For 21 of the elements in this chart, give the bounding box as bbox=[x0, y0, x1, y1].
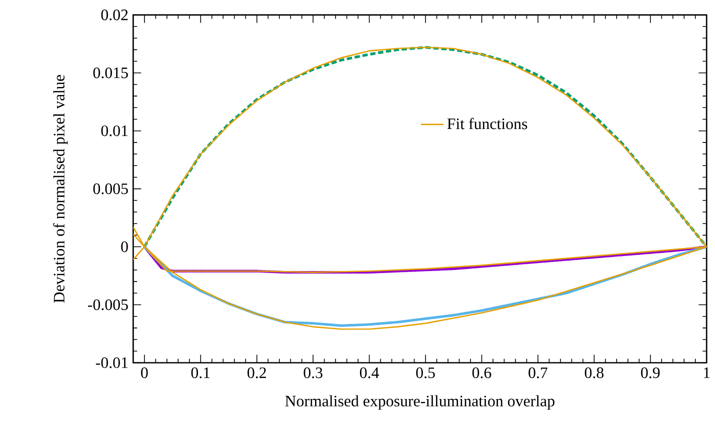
y-tick-label: -0.005 bbox=[88, 299, 128, 310]
x-tick-label: 0 bbox=[141, 367, 148, 378]
y-tick-label: -0.01 bbox=[96, 357, 128, 368]
x-tick-label: 0.5 bbox=[416, 367, 435, 378]
x-tick-label: 0.9 bbox=[641, 367, 660, 378]
x-tick-label: 0.7 bbox=[528, 367, 548, 378]
y-tick-label: 0.01 bbox=[101, 125, 128, 136]
x-tick-label: 0.2 bbox=[248, 367, 266, 378]
legend-label: Fit functions bbox=[447, 118, 528, 130]
x-tick-label: 0.6 bbox=[472, 367, 492, 378]
y-axis-title: Deviation of normalised pixel value bbox=[53, 74, 68, 303]
y-tick-label: 0.02 bbox=[101, 9, 128, 20]
x-tick-label: 0.3 bbox=[304, 367, 322, 378]
x-tick-label: 1 bbox=[704, 367, 710, 378]
y-tick-label: 0 bbox=[121, 241, 128, 252]
y-tick-label: 0.005 bbox=[93, 183, 128, 194]
x-tick-label: 0.8 bbox=[584, 367, 604, 378]
x-tick-label: 0.4 bbox=[360, 367, 379, 378]
y-tick-label: 0.015 bbox=[93, 67, 128, 78]
x-axis-title: Normalised exposure-illumination overlap bbox=[285, 395, 554, 410]
x-tick-label: 0.1 bbox=[191, 367, 210, 378]
